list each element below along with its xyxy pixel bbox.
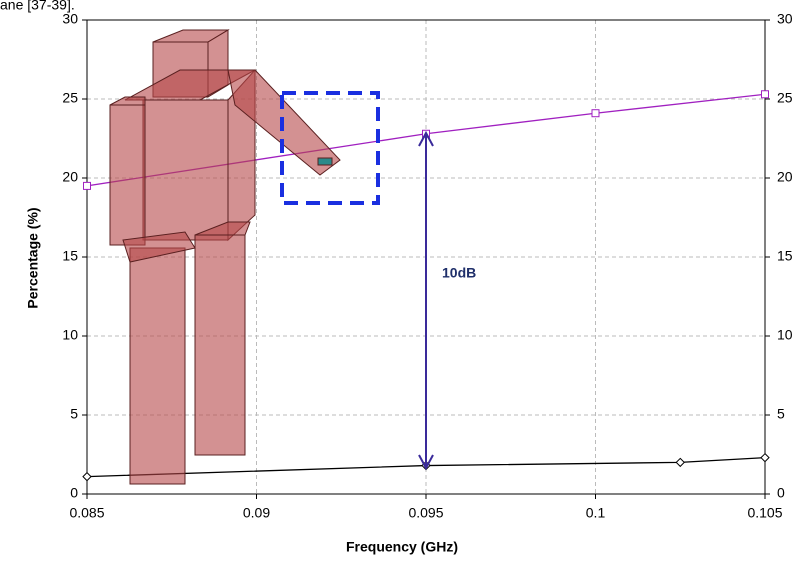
y2-tick-label: 25 xyxy=(777,90,793,106)
left-leg xyxy=(129,247,186,485)
y2-tick-label: 0 xyxy=(777,485,785,501)
highlight-box xyxy=(280,91,380,205)
arrow xyxy=(418,130,434,471)
y2-tick-label: 20 xyxy=(777,169,793,185)
marker xyxy=(591,109,600,118)
arrow-head xyxy=(418,130,434,147)
y2-tick-label: 5 xyxy=(777,406,785,422)
marker xyxy=(82,471,92,482)
left-arm xyxy=(109,104,146,246)
marker xyxy=(675,457,685,468)
marker xyxy=(761,90,769,99)
torso xyxy=(142,99,229,241)
series-line xyxy=(86,457,766,478)
antenna xyxy=(317,157,333,166)
y-tick-label: 5 xyxy=(70,406,78,422)
y2-tick-label: 15 xyxy=(777,248,793,264)
x-tick-label: 0.09 xyxy=(243,505,270,521)
y-tick-label: 10 xyxy=(62,327,78,343)
marker xyxy=(83,181,91,190)
y-axis-label: Percentage (%) xyxy=(25,207,41,308)
x-tick-label: 0.105 xyxy=(747,505,782,521)
annotation: 10dB xyxy=(442,265,476,281)
y2-tick-label: 30 xyxy=(777,11,793,27)
y-tick-label: 0 xyxy=(70,485,78,501)
x-tick-label: 0.1 xyxy=(586,505,606,521)
x-tick-label: 0.095 xyxy=(408,505,443,521)
y-tick-label: 15 xyxy=(62,248,78,264)
marker xyxy=(760,452,770,463)
x-axis-label: Frequency (GHz) xyxy=(346,539,458,555)
human-figure xyxy=(109,29,341,485)
y-tick-label: 30 xyxy=(62,11,78,27)
left-arm-top xyxy=(109,96,146,106)
y-tick-label: 25 xyxy=(62,90,78,106)
arrow-head xyxy=(418,454,434,471)
y-tick-label: 20 xyxy=(62,169,78,185)
series-line xyxy=(86,93,766,187)
caption: ane [37-39]. xyxy=(0,0,75,13)
x-tick-label: 0.085 xyxy=(69,505,104,521)
y2-tick-label: 10 xyxy=(777,327,793,343)
plot-frame xyxy=(86,19,766,495)
right-leg xyxy=(194,234,246,456)
right-leg-top xyxy=(194,221,251,236)
